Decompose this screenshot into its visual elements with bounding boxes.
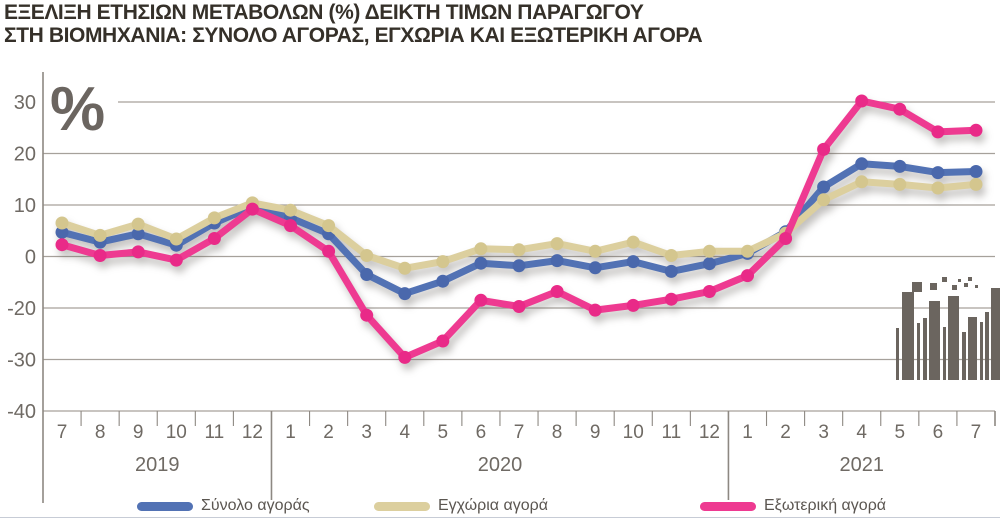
svg-text:1: 1 [285, 422, 296, 443]
svg-text:9: 9 [133, 422, 144, 443]
legend-item-domestic: Εγχώρια αγορά [374, 497, 548, 515]
svg-text:10: 10 [166, 422, 187, 443]
legend-swatch-external [700, 501, 756, 511]
svg-text:2020: 2020 [478, 454, 523, 476]
legend-swatch-domestic [374, 501, 430, 511]
svg-text:20: 20 [14, 144, 36, 166]
legend-item-external: Εξωτερική αγορά [700, 497, 886, 515]
svg-text:10: 10 [14, 195, 36, 217]
legend-label-external: Εξωτερική αγορά [764, 497, 887, 514]
svg-text:11: 11 [204, 422, 224, 443]
svg-text:2: 2 [780, 422, 791, 443]
title-line-2: ΣΤΗ ΒΙΟΜΗΧΑΝΙΑ: ΣΥΝΟΛΟ ΑΓΟΡΑΣ, ΕΓΧΩΡΙΑ Κ… [4, 24, 703, 47]
svg-text:5: 5 [895, 422, 906, 443]
svg-text:11: 11 [661, 422, 681, 443]
svg-text:9: 9 [590, 422, 601, 443]
svg-text:2: 2 [323, 422, 334, 443]
svg-text:6: 6 [476, 422, 487, 443]
svg-text:12: 12 [242, 422, 263, 443]
svg-text:10: 10 [623, 422, 644, 443]
svg-text:0: 0 [25, 247, 36, 269]
svg-text:12: 12 [699, 422, 720, 443]
svg-text:3: 3 [818, 422, 829, 443]
page-title: ΕΞΕΛΙΞΗ ΕΤΗΣΙΩΝ ΜΕΤΑΒΟΛΩΝ (%) ΔΕΙΚΤΗ ΤΙΜ… [4, 1, 703, 47]
svg-text:4: 4 [399, 422, 410, 443]
legend-label-total: Σύνολο αγοράς [201, 497, 310, 514]
legend-item-total: Σύνολο αγοράς [137, 497, 310, 515]
svg-text:7: 7 [514, 422, 525, 443]
svg-text:1: 1 [742, 422, 753, 443]
bottom-divider [0, 517, 1000, 518]
svg-text:8: 8 [552, 422, 563, 443]
svg-text:5: 5 [438, 422, 449, 443]
svg-text:4: 4 [856, 422, 867, 443]
svg-text:3: 3 [361, 422, 372, 443]
svg-text:-30: -30 [7, 350, 36, 372]
svg-text:2019: 2019 [135, 454, 180, 476]
svg-text:-40: -40 [7, 401, 36, 423]
chart-legend: Σύνολο αγοράς Εγχώρια αγορά Εξωτερική αγ… [0, 494, 1000, 518]
svg-text:-20: -20 [7, 298, 36, 320]
title-line-1: ΕΞΕΛΙΞΗ ΕΤΗΣΙΩΝ ΜΕΤΑΒΟΛΩΝ (%) ΔΕΙΚΤΗ ΤΙΜ… [4, 1, 644, 24]
bar-chart-logo [896, 277, 1000, 380]
svg-text:30: 30 [14, 92, 36, 114]
svg-text:8: 8 [95, 422, 106, 443]
legend-swatch-total [137, 501, 193, 511]
svg-text:%: % [50, 75, 105, 144]
svg-text:2021: 2021 [839, 454, 884, 476]
svg-text:6: 6 [933, 422, 944, 443]
legend-label-domestic: Εγχώρια αγορά [438, 497, 548, 514]
svg-text:7: 7 [971, 422, 982, 443]
svg-text:7: 7 [57, 422, 68, 443]
